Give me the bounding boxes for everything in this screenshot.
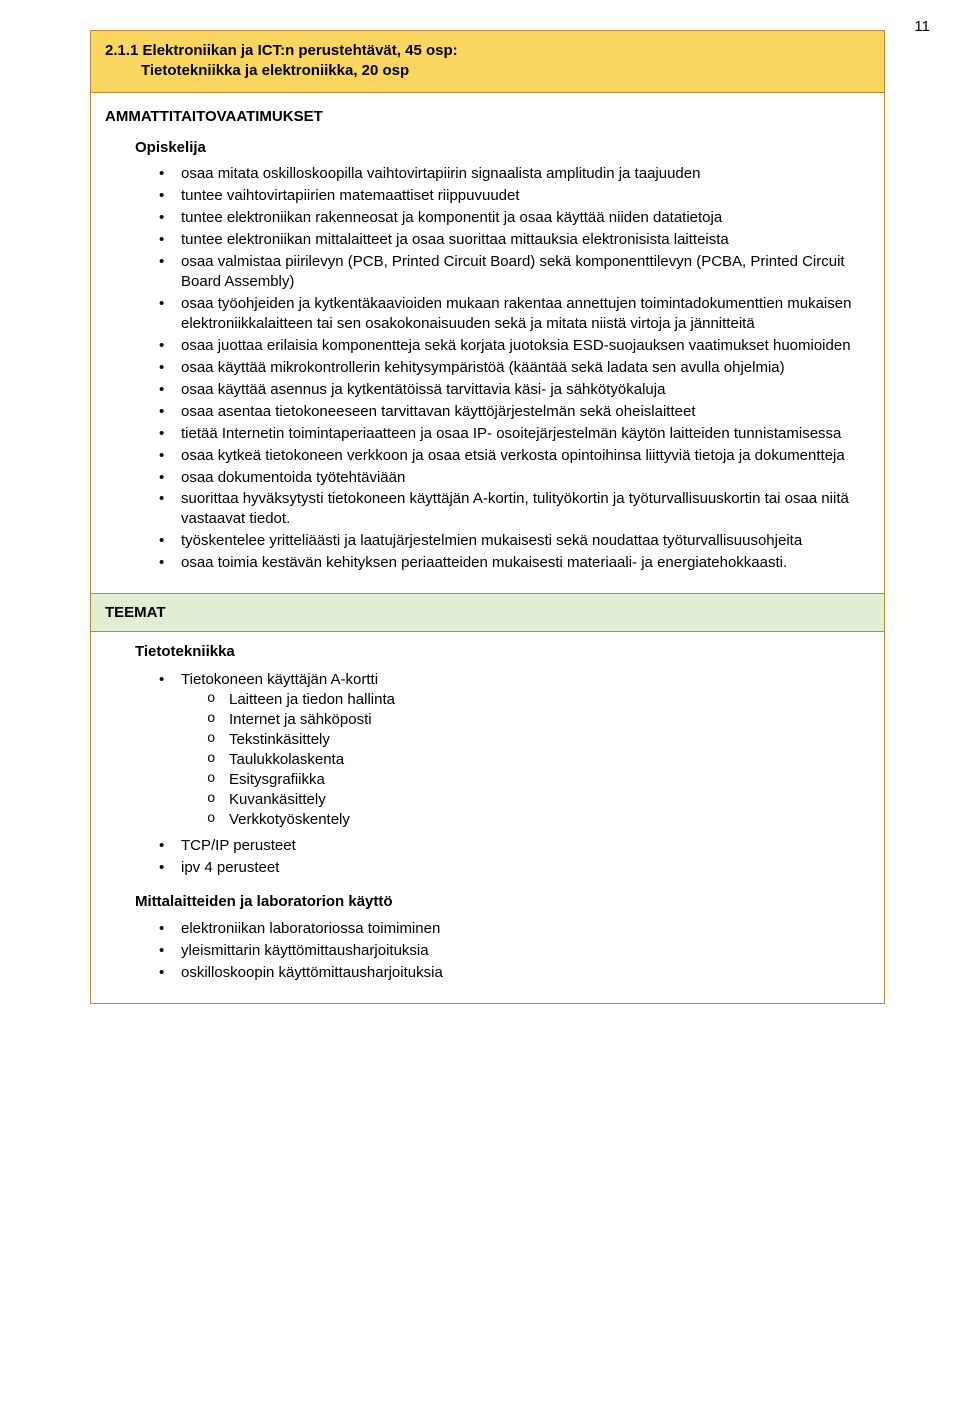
list-item: oskilloskoopin käyttömittausharjoituksia: [159, 963, 870, 983]
ammattitaito-section: AMMATTITAITOVAATIMUKSET Opiskelija osaa …: [91, 93, 884, 594]
list-item: osaa työohjeiden ja kytkentäkaavioiden m…: [159, 294, 870, 334]
list-item: osaa dokumentoida työtehtäviään: [159, 468, 870, 488]
sub-list-item: Verkkotyöskentely: [207, 810, 870, 830]
list-item: osaa mitata oskilloskoopilla vaihtovirta…: [159, 164, 870, 184]
list-item-label: Tietokoneen käyttäjän A-kortti: [181, 671, 378, 688]
ammattitaito-title: AMMATTITAITOVAATIMUKSET: [105, 107, 870, 127]
sub-list: Laitteen ja tiedon hallinta Internet ja …: [207, 690, 870, 830]
list-item: osaa asentaa tietokoneeseen tarvittavan …: [159, 402, 870, 422]
list-item: TCP/IP perusteet: [159, 836, 870, 856]
list-item: työskentelee yritteliäästi ja laatujärje…: [159, 531, 870, 551]
list-item: suorittaa hyväksytysti tietokoneen käytt…: [159, 489, 870, 529]
header-title-line1: 2.1.1 Elektroniikan ja ICT:n perustehtäv…: [105, 41, 870, 61]
document-page: 11 2.1.1 Elektroniikan ja ICT:n perusteh…: [0, 0, 960, 1044]
teemat-section2-list: elektroniikan laboratoriossa toimiminen …: [159, 919, 870, 983]
list-item: osaa juottaa erilaisia komponentteja sek…: [159, 336, 870, 356]
list-item: osaa toimia kestävän kehityksen periaatt…: [159, 553, 870, 573]
header-title-line2: Tietotekniikka ja elektroniikka, 20 osp: [141, 61, 870, 81]
sub-list-item: Tekstinkäsittely: [207, 730, 870, 750]
opiskelija-label: Opiskelija: [135, 138, 870, 158]
teemat-section1-title: Tietotekniikka: [135, 642, 870, 662]
list-item: osaa valmistaa piirilevyn (PCB, Printed …: [159, 252, 870, 292]
sub-list-item: Internet ja sähköposti: [207, 710, 870, 730]
list-item: ipv 4 perusteet: [159, 858, 870, 878]
list-item: yleismittarin käyttömittausharjoituksia: [159, 941, 870, 961]
teemat-section1-list: Tietokoneen käyttäjän A-kortti Laitteen …: [159, 670, 870, 877]
teemat-section: TEEMAT Tietotekniikka Tietokoneen käyttä…: [91, 593, 884, 1003]
list-item: osaa käyttää mikrokontrollerin kehitysym…: [159, 358, 870, 378]
ammattitaito-list: osaa mitata oskilloskoopilla vaihtovirta…: [159, 164, 870, 573]
sub-list-item: Taulukkolaskenta: [207, 750, 870, 770]
sub-list-item: Esitysgrafiikka: [207, 770, 870, 790]
header-box: 2.1.1 Elektroniikan ja ICT:n perustehtäv…: [91, 31, 884, 93]
list-item: osaa käyttää asennus ja kytkentätöissä t…: [159, 380, 870, 400]
list-item: tuntee elektroniikan rakenneosat ja komp…: [159, 208, 870, 228]
teemat-body: Tietotekniikka Tietokoneen käyttäjän A-k…: [91, 632, 884, 1003]
page-number: 11: [914, 18, 930, 35]
list-item: elektroniikan laboratoriossa toimiminen: [159, 919, 870, 939]
sub-list-item: Laitteen ja tiedon hallinta: [207, 690, 870, 710]
list-item: tietää Internetin toimintaperiaatteen ja…: [159, 424, 870, 444]
teemat-section2-title: Mittalaitteiden ja laboratorion käyttö: [135, 892, 870, 912]
sub-list-item: Kuvankäsittely: [207, 790, 870, 810]
list-item: tuntee vaihtovirtapiirien matemaattiset …: [159, 186, 870, 206]
content-box: 2.1.1 Elektroniikan ja ICT:n perustehtäv…: [90, 30, 885, 1004]
list-item: osaa kytkeä tietokoneen verkkoon ja osaa…: [159, 446, 870, 466]
teemat-title: TEEMAT: [91, 594, 884, 632]
list-item: tuntee elektroniikan mittalaitteet ja os…: [159, 230, 870, 250]
list-item: Tietokoneen käyttäjän A-kortti Laitteen …: [159, 670, 870, 830]
